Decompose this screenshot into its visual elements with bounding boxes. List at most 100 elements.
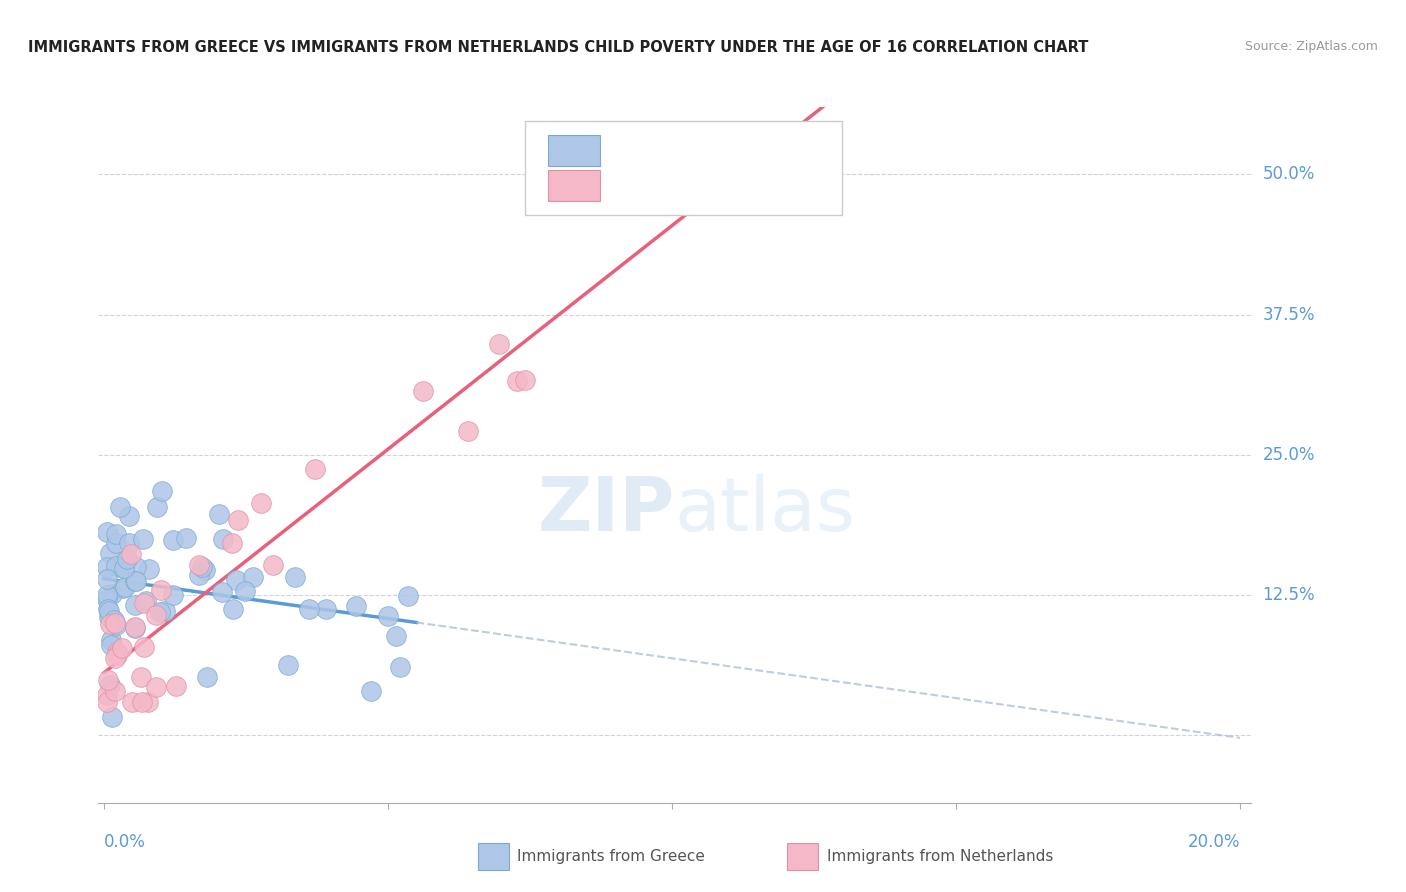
Point bbox=[104, 683, 127, 698]
Point bbox=[165, 679, 187, 693]
Point bbox=[174, 531, 197, 545]
Text: 25.0%: 25.0% bbox=[1263, 446, 1315, 464]
Point bbox=[114, 580, 136, 594]
Point bbox=[108, 560, 131, 574]
Point bbox=[96, 689, 118, 703]
Point bbox=[135, 594, 157, 608]
Point bbox=[97, 604, 120, 618]
Point bbox=[242, 570, 264, 584]
Point bbox=[221, 535, 243, 549]
Point bbox=[191, 560, 214, 574]
Point bbox=[389, 660, 412, 674]
Point bbox=[96, 588, 118, 602]
FancyBboxPatch shape bbox=[524, 121, 842, 215]
Point bbox=[97, 673, 120, 687]
Point bbox=[132, 533, 155, 547]
Point bbox=[506, 375, 529, 389]
Point bbox=[104, 526, 127, 541]
Point bbox=[131, 695, 153, 709]
Point bbox=[412, 384, 434, 398]
FancyBboxPatch shape bbox=[548, 169, 600, 201]
Point bbox=[250, 496, 273, 510]
Point bbox=[384, 629, 406, 643]
Point bbox=[262, 558, 284, 573]
Point bbox=[162, 588, 184, 602]
Text: -0.149: -0.149 bbox=[652, 142, 711, 160]
Point bbox=[97, 602, 120, 616]
Point bbox=[107, 645, 129, 659]
Point bbox=[277, 658, 299, 673]
Point bbox=[105, 536, 128, 550]
Point bbox=[124, 620, 146, 634]
Point bbox=[457, 425, 479, 439]
Text: N =: N = bbox=[730, 142, 768, 160]
Text: N =: N = bbox=[730, 177, 768, 194]
Point bbox=[104, 559, 127, 574]
Point bbox=[233, 583, 256, 598]
Text: 64: 64 bbox=[773, 142, 796, 160]
Point bbox=[298, 602, 321, 616]
Point bbox=[396, 589, 419, 603]
Point bbox=[118, 509, 141, 524]
Text: 0.758: 0.758 bbox=[658, 177, 710, 194]
Text: 37.5%: 37.5% bbox=[1263, 306, 1315, 324]
Text: 33: 33 bbox=[773, 177, 796, 194]
Text: 0.0%: 0.0% bbox=[104, 833, 146, 851]
Point bbox=[131, 670, 153, 684]
Point bbox=[125, 574, 148, 588]
Point bbox=[98, 546, 121, 560]
Point bbox=[100, 638, 122, 652]
Point bbox=[222, 602, 245, 616]
Point bbox=[145, 500, 167, 514]
Point bbox=[153, 604, 176, 618]
Text: Source: ZipAtlas.com: Source: ZipAtlas.com bbox=[1244, 40, 1378, 54]
Point bbox=[118, 536, 141, 550]
Point bbox=[111, 640, 134, 655]
Text: Immigrants from Netherlands: Immigrants from Netherlands bbox=[827, 849, 1053, 863]
Text: IMMIGRANTS FROM GREECE VS IMMIGRANTS FROM NETHERLANDS CHILD POVERTY UNDER THE AG: IMMIGRANTS FROM GREECE VS IMMIGRANTS FRO… bbox=[28, 40, 1088, 55]
Point bbox=[124, 621, 146, 635]
Point bbox=[132, 596, 155, 610]
Point bbox=[98, 617, 121, 632]
FancyBboxPatch shape bbox=[548, 135, 600, 166]
Point bbox=[105, 648, 128, 662]
Point bbox=[150, 483, 173, 498]
Point bbox=[112, 582, 135, 596]
Point bbox=[124, 598, 146, 612]
Text: R =: R = bbox=[612, 177, 652, 194]
Point bbox=[194, 563, 217, 577]
Point bbox=[346, 599, 368, 613]
Text: 12.5%: 12.5% bbox=[1263, 586, 1315, 604]
Point bbox=[360, 684, 382, 698]
Point bbox=[377, 609, 399, 624]
Point bbox=[138, 695, 160, 709]
Point bbox=[121, 695, 143, 709]
Point bbox=[513, 373, 536, 387]
Point bbox=[132, 640, 155, 655]
Point bbox=[488, 337, 510, 351]
Point bbox=[195, 670, 218, 684]
Point bbox=[98, 611, 121, 625]
Point bbox=[120, 548, 142, 562]
Text: 50.0%: 50.0% bbox=[1263, 165, 1315, 184]
Point bbox=[96, 560, 118, 574]
Point bbox=[138, 562, 160, 576]
Point bbox=[150, 582, 173, 597]
Text: 20.0%: 20.0% bbox=[1188, 833, 1240, 851]
Point bbox=[208, 507, 231, 521]
Point bbox=[96, 524, 118, 539]
Point bbox=[104, 651, 127, 665]
Point bbox=[124, 574, 146, 588]
Point bbox=[228, 513, 250, 527]
Text: Immigrants from Greece: Immigrants from Greece bbox=[517, 849, 706, 863]
Point bbox=[96, 695, 118, 709]
Point bbox=[145, 680, 167, 694]
Point bbox=[100, 633, 122, 648]
Text: ZIP: ZIP bbox=[537, 474, 675, 547]
Point bbox=[304, 461, 326, 475]
Point bbox=[212, 533, 235, 547]
Point bbox=[117, 552, 139, 566]
Point bbox=[125, 560, 148, 574]
Point bbox=[96, 572, 118, 586]
Point bbox=[100, 709, 122, 723]
